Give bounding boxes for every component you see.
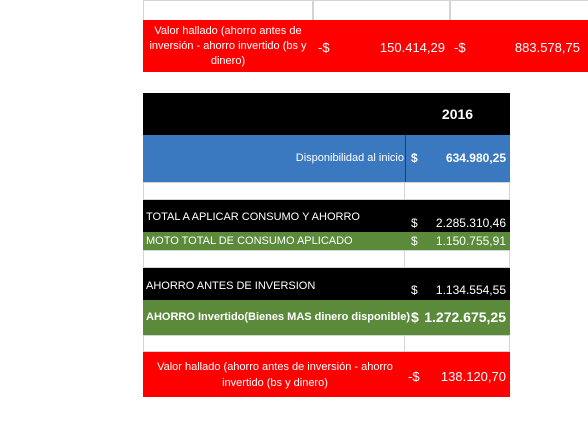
value: 883.578,75 bbox=[514, 40, 580, 55]
row-label: Valor hallado (ahorro antes de inversión… bbox=[149, 25, 307, 67]
sign: -$ bbox=[454, 40, 466, 55]
cell bbox=[404, 250, 510, 268]
cell bbox=[313, 0, 450, 21]
cell bbox=[143, 0, 313, 21]
black-row bbox=[143, 200, 510, 232]
sign: $ bbox=[411, 216, 418, 230]
row-label: MOTO TOTAL DE CONSUMO APLICADO bbox=[146, 235, 353, 247]
header-row bbox=[143, 93, 510, 135]
value: 150.414,29 bbox=[379, 40, 445, 55]
value: 138.120,70 bbox=[440, 369, 506, 384]
row-label: Valor hallado (ahorro antes de inversión… bbox=[157, 361, 393, 389]
value: 1.272.675,25 bbox=[424, 309, 506, 325]
value: 2.285.310,46 bbox=[435, 216, 506, 230]
sign: $ bbox=[411, 234, 418, 248]
green-row bbox=[143, 300, 510, 335]
black-row bbox=[143, 268, 510, 300]
blue-row bbox=[143, 135, 510, 182]
sign: -$ bbox=[318, 40, 330, 55]
cell bbox=[404, 335, 510, 352]
value: 634.980,25 bbox=[445, 151, 506, 165]
year: 2016 bbox=[441, 106, 474, 122]
row-label: Disponibilidad al inicio bbox=[295, 152, 404, 164]
sign: $ bbox=[411, 283, 418, 297]
sign: $ bbox=[411, 309, 419, 325]
cell bbox=[450, 0, 588, 21]
row-label: TOTAL A APLICAR CONSUMO Y AHORRO bbox=[146, 211, 360, 223]
sign: -$ bbox=[408, 369, 420, 384]
divider bbox=[405, 135, 406, 182]
row-label: AHORRO ANTES DE INVERSION bbox=[146, 280, 316, 292]
green-row bbox=[143, 232, 510, 250]
value: 1.134.554,55 bbox=[435, 283, 506, 297]
red-row bbox=[143, 352, 510, 397]
cell bbox=[143, 335, 405, 352]
sign: $ bbox=[411, 151, 418, 165]
value: 1.150.755,91 bbox=[435, 234, 506, 248]
red-row bbox=[143, 20, 588, 72]
cell bbox=[143, 250, 405, 268]
row-label: AHORRO Invertido(Bienes MAS dinero dispo… bbox=[146, 311, 411, 323]
cell bbox=[404, 182, 510, 200]
cell bbox=[143, 182, 405, 200]
